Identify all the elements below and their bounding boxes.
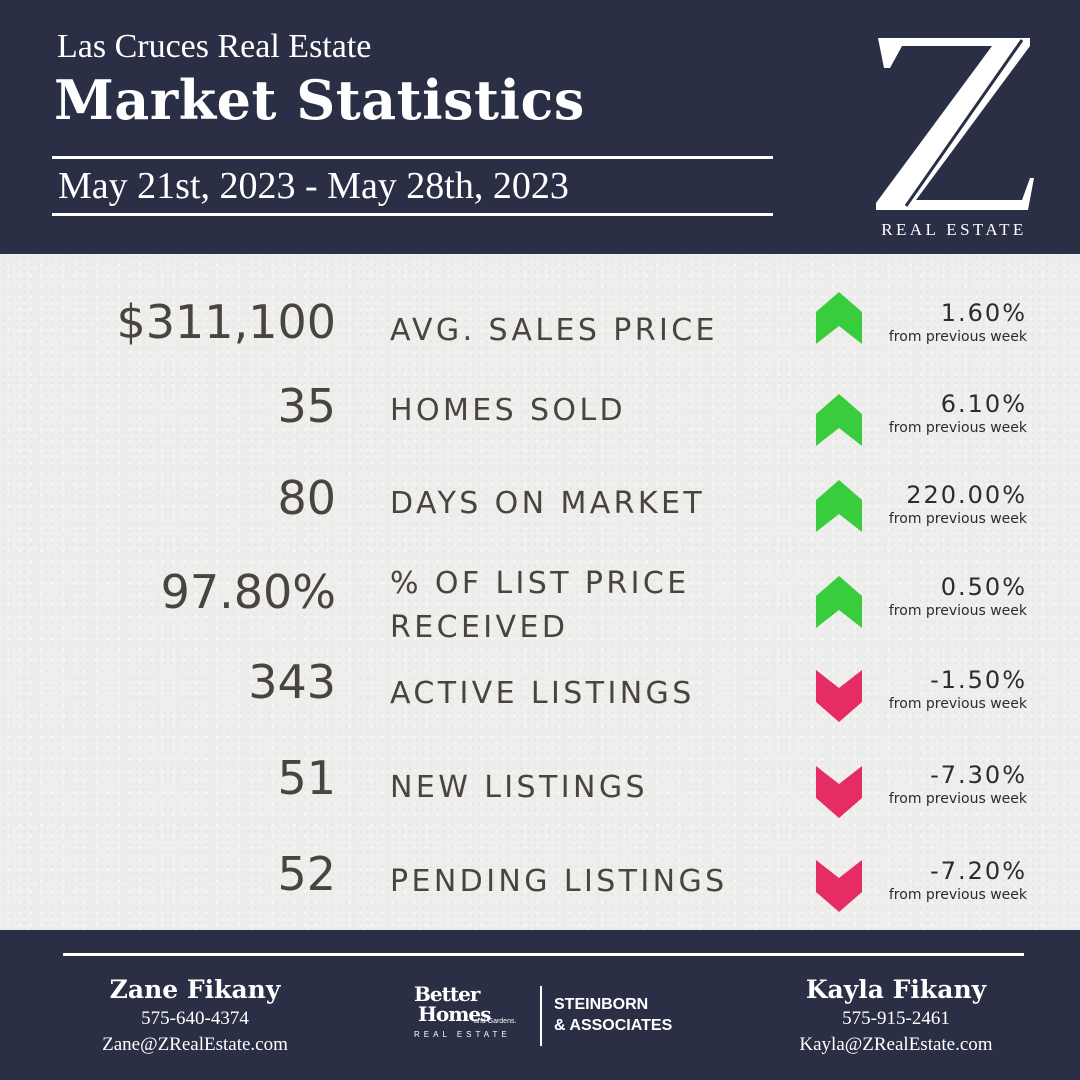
- change-percent: 220.00%: [906, 481, 1027, 509]
- stat-value: 80: [277, 471, 336, 525]
- stat-label: DAYS ON MARKET: [390, 486, 706, 521]
- arrow-down-icon: [812, 856, 866, 916]
- change-percent: -1.50%: [930, 666, 1027, 694]
- footer-divider: [63, 953, 1024, 956]
- arrow-up-icon: [812, 576, 866, 636]
- divider-bottom: [52, 213, 773, 216]
- stat-value: 97.80%: [160, 565, 336, 619]
- brand-divider: [540, 986, 542, 1046]
- change-indicator: -1.50% from previous week: [889, 665, 1027, 713]
- arrow-up-icon: [812, 480, 866, 540]
- date-range: May 21st, 2023 - May 28th, 2023: [58, 165, 569, 207]
- change-indicator: 0.50% from previous week: [889, 572, 1027, 620]
- change-indicator: -7.30% from previous week: [889, 760, 1027, 808]
- stat-label: % OF LIST PRICE RECEIVED: [390, 566, 690, 645]
- partner-name: STEINBORN & ASSOCIATES: [554, 994, 672, 1036]
- change-indicator: 220.00% from previous week: [889, 480, 1027, 528]
- stat-value: 52: [277, 847, 336, 901]
- stat-value: 343: [248, 655, 336, 709]
- change-percent: -7.30%: [930, 761, 1027, 789]
- change-indicator: 6.10% from previous week: [889, 389, 1027, 437]
- stat-label: ACTIVE LISTINGS: [390, 676, 695, 711]
- divider-top: [52, 156, 773, 159]
- agent-email[interactable]: Kayla@ZRealEstate.com: [799, 1034, 993, 1055]
- bhg-line2: Homes: [418, 1002, 491, 1026]
- agent-card-kayla: Kayla Fikany 575-915-2461 Kayla@ZRealEst…: [746, 974, 1046, 1058]
- change-note: from previous week: [888, 329, 1027, 345]
- arrow-up-icon: [812, 292, 866, 352]
- stat-value: 51: [277, 751, 336, 805]
- agent-email[interactable]: Zane@ZRealEstate.com: [102, 1034, 288, 1055]
- change-percent: 0.50%: [940, 573, 1027, 601]
- stat-label: NEW LISTINGS: [390, 770, 648, 805]
- page-title: Market Statistics: [54, 68, 585, 132]
- agent-name: Kayla Fikany: [805, 975, 987, 1004]
- arrow-down-icon: [812, 762, 866, 822]
- bhg-real-estate: REAL ESTATE: [414, 1030, 511, 1039]
- logo-tagline: REAL ESTATE: [881, 220, 1027, 239]
- z-logo-icon: Z: [876, 38, 1034, 210]
- subtitle: Las Cruces Real Estate: [57, 28, 372, 65]
- header: Las Cruces Real Estate Market Statistics…: [0, 0, 1080, 254]
- arrow-down-icon: [812, 666, 866, 726]
- change-note: from previous week: [888, 791, 1027, 807]
- arrow-up-icon: [812, 394, 866, 454]
- stat-value: $311,100: [116, 295, 337, 349]
- agent-phone[interactable]: 575-640-4374: [141, 1008, 249, 1029]
- change-indicator: -7.20% from previous week: [889, 856, 1027, 904]
- stat-value: 35: [277, 379, 336, 433]
- change-note: from previous week: [888, 420, 1027, 436]
- brokerage-logo: Better Homes and Gardens. REAL ESTATE ST…: [414, 984, 684, 1054]
- partner-line1: STEINBORN: [554, 996, 649, 1013]
- change-percent: -7.20%: [930, 857, 1027, 885]
- partner-line2: & ASSOCIATES: [554, 1017, 673, 1034]
- stat-label: PENDING LISTINGS: [390, 864, 728, 899]
- change-percent: 6.10%: [940, 390, 1027, 418]
- change-note: from previous week: [888, 511, 1027, 527]
- stat-label: AVG. SALES PRICE: [390, 313, 718, 348]
- change-indicator: 1.60% from previous week: [889, 298, 1027, 346]
- bhg-logo: Better Homes and Gardens. REAL ESTATE: [414, 984, 532, 1039]
- z-real-estate-logo: Z REAL ESTATE: [862, 28, 1046, 248]
- agent-phone[interactable]: 575-915-2461: [842, 1008, 950, 1029]
- bhg-line1: Better: [414, 982, 480, 1006]
- footer: Zane Fikany 575-640-4374 Zane@ZRealEstat…: [0, 930, 1080, 1080]
- stats-panel: $311,100 AVG. SALES PRICE 1.60% from previo…: [0, 254, 1080, 930]
- agent-card-zane: Zane Fikany 575-640-4374 Zane@ZRealEstat…: [45, 974, 345, 1058]
- stat-label: HOMES SOLD: [390, 393, 627, 428]
- change-percent: 1.60%: [940, 299, 1027, 327]
- change-note: from previous week: [888, 696, 1027, 712]
- change-note: from previous week: [888, 887, 1027, 903]
- agent-name: Zane Fikany: [109, 975, 281, 1004]
- bhg-small: and Gardens.: [474, 1018, 517, 1025]
- change-note: from previous week: [888, 603, 1027, 619]
